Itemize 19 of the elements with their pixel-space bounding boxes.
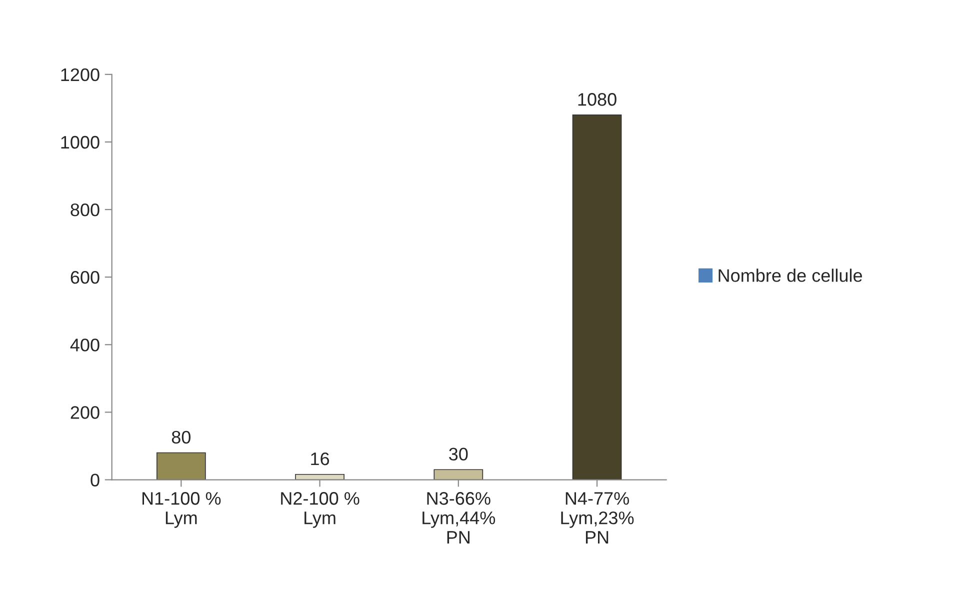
bar (156, 452, 206, 480)
y-tick-label: 800 (70, 203, 100, 216)
x-tick-label: N2-100 % Lym (281, 492, 360, 528)
bar (572, 114, 622, 480)
x-tick-label: N1-100 % Lym (142, 492, 221, 528)
y-tick-label: 200 (70, 406, 100, 419)
data-label: 30 (449, 448, 468, 461)
bar (434, 469, 484, 480)
data-label: 80 (172, 430, 190, 444)
data-label: 16 (311, 452, 330, 466)
y-tick-label: 1200 (61, 68, 100, 82)
text: Nombre de cellule (718, 268, 862, 282)
y-tick-label: 0 (90, 474, 100, 486)
y-tick-label: 1000 (61, 136, 100, 149)
y-tick-label: 600 (70, 271, 100, 284)
x-tick-label: N4-77% Lym,23% PN (561, 492, 634, 544)
data-label: 1080 (578, 93, 616, 106)
x-tick-label: N3-66% Lym,44% PN (422, 492, 496, 544)
y-tick-label: 400 (70, 338, 100, 352)
